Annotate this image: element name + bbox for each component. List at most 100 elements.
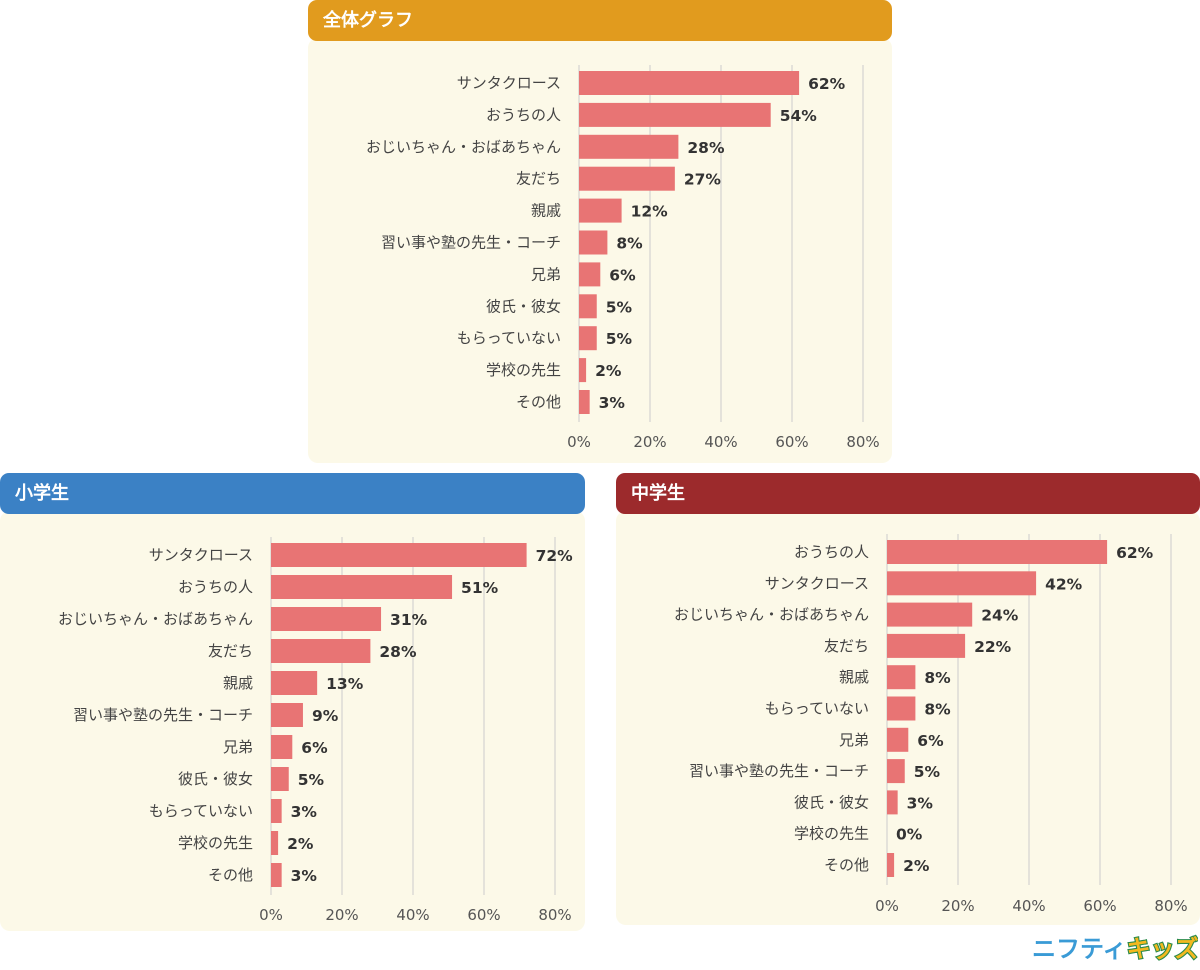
x-tick-label: 60% — [1083, 897, 1116, 915]
category-label: おじいちゃん・おばあちゃん — [58, 610, 253, 628]
chart-svg-overall: 0% 20% 40% 60% 80% サンタクロース 62% おうちの人 54% おじいちゃん・お… — [366, 65, 880, 451]
data-label: 5% — [914, 763, 941, 781]
bar — [887, 759, 905, 784]
category-label: もらっていない — [149, 802, 253, 820]
category-label: おうちの人 — [794, 543, 869, 561]
bar — [579, 102, 771, 127]
bar — [271, 735, 293, 759]
data-label: 5% — [606, 330, 633, 348]
data-label: 3% — [907, 794, 934, 812]
category-label: 親戚 — [531, 202, 561, 220]
bar — [271, 543, 527, 567]
category-label: 習い事や塾の先生・コーチ — [689, 762, 869, 780]
bar — [887, 790, 898, 815]
chart-svg-junior-high: 0% 20% 40% 60% 80% おうちの人 62% サンタクロース 42% おじいちゃん・お… — [674, 534, 1188, 915]
bar — [271, 767, 289, 791]
data-label: 6% — [301, 739, 328, 757]
bar — [887, 633, 966, 658]
x-tick-label: 60% — [775, 433, 808, 451]
bar — [887, 853, 895, 877]
x-tick-label: 80% — [538, 906, 571, 924]
bar — [887, 696, 916, 721]
bar — [271, 671, 318, 695]
bar — [887, 540, 1108, 564]
chart-panel-overall: 全体グラフ 0% 20% 40% 60% 80% サンタクロース 62% おうちの人 54% おじ… — [308, 0, 892, 463]
data-label: 3% — [599, 394, 626, 412]
category-label: 習い事や塾の先生・コーチ — [73, 706, 253, 724]
bar — [271, 799, 282, 823]
data-label: 8% — [616, 235, 643, 253]
category-label: もらっていない — [765, 700, 869, 718]
chart-panel-elementary: 小学生 0% 20% 40% 60% 80% サンタクロース 72% おうちの人 51% おじいち… — [0, 473, 585, 931]
x-tick-label: 40% — [396, 906, 429, 924]
category-label: サンタクロース — [457, 74, 561, 92]
data-label: 8% — [924, 701, 951, 719]
data-label: 51% — [461, 579, 499, 597]
x-tick-label: 80% — [1154, 897, 1187, 915]
category-label: 習い事や塾の先生・コーチ — [381, 234, 561, 252]
category-label: おじいちゃん・おばあちゃん — [674, 606, 869, 624]
chart-svg-elementary: 0% 20% 40% 60% 80% サンタクロース 72% おうちの人 51% おじいちゃん・お… — [58, 537, 573, 924]
data-label: 24% — [981, 607, 1019, 625]
category-label: サンタクロース — [149, 546, 253, 564]
bar — [579, 262, 601, 287]
category-label: サンタクロース — [765, 574, 869, 592]
data-label: 2% — [595, 362, 622, 380]
category-label: 兄弟 — [223, 738, 253, 756]
bar — [887, 602, 973, 627]
bar — [271, 639, 371, 663]
data-label: 28% — [379, 643, 417, 661]
data-label: 2% — [903, 857, 930, 875]
data-label: 6% — [609, 266, 636, 284]
data-label: 13% — [326, 675, 364, 693]
category-label: その他 — [516, 393, 561, 411]
x-tick-label: 0% — [567, 433, 591, 451]
chart-title: 小学生 — [0, 473, 585, 514]
x-tick-label: 40% — [1012, 897, 1045, 915]
bar — [887, 727, 909, 752]
category-label: 親戚 — [839, 668, 869, 686]
x-tick-label: 0% — [875, 897, 899, 915]
category-label: 彼氏・彼女 — [794, 793, 869, 811]
bar — [579, 358, 587, 383]
category-label: 彼氏・彼女 — [178, 770, 253, 788]
data-label: 22% — [974, 638, 1012, 656]
x-tick-label: 20% — [325, 906, 358, 924]
data-label: 62% — [808, 75, 846, 93]
x-tick-label: 20% — [633, 433, 666, 451]
data-label: 27% — [684, 171, 722, 189]
category-label: 学校の先生 — [794, 825, 869, 843]
data-label: 3% — [291, 867, 318, 885]
bar — [271, 703, 303, 727]
data-label: 31% — [390, 611, 428, 629]
bar — [579, 294, 597, 319]
x-tick-label: 20% — [941, 897, 974, 915]
x-tick-label: 40% — [704, 433, 737, 451]
bar — [271, 863, 282, 887]
bar — [271, 831, 279, 855]
category-label: 友だち — [208, 642, 253, 660]
bar — [271, 607, 382, 631]
category-label: 兄弟 — [839, 731, 869, 749]
chart-panel-junior-high: 中学生 0% 20% 40% 60% 80% おうちの人 62% サンタクロース 42% おじいち… — [616, 473, 1200, 925]
bar — [579, 390, 590, 414]
data-label: 12% — [631, 203, 669, 221]
x-tick-label: 80% — [846, 433, 879, 451]
data-label: 54% — [780, 107, 818, 125]
data-label: 3% — [291, 803, 318, 821]
chart-title: 全体グラフ — [308, 0, 892, 41]
category-label: 学校の先生 — [178, 834, 253, 852]
category-label: 彼氏・彼女 — [486, 297, 561, 315]
category-label: おうちの人 — [486, 106, 561, 124]
bar — [887, 571, 1037, 596]
x-tick-label: 0% — [259, 906, 283, 924]
category-label: その他 — [824, 856, 869, 874]
category-label: おじいちゃん・おばあちゃん — [366, 138, 561, 156]
x-tick-label: 60% — [467, 906, 500, 924]
category-label: 兄弟 — [531, 265, 561, 283]
data-label: 0% — [896, 826, 923, 844]
category-label: 親戚 — [223, 674, 253, 692]
category-label: 学校の先生 — [486, 361, 561, 379]
data-label: 6% — [917, 732, 944, 750]
brand-logo-text: ニフティキッズ — [1032, 935, 1198, 963]
